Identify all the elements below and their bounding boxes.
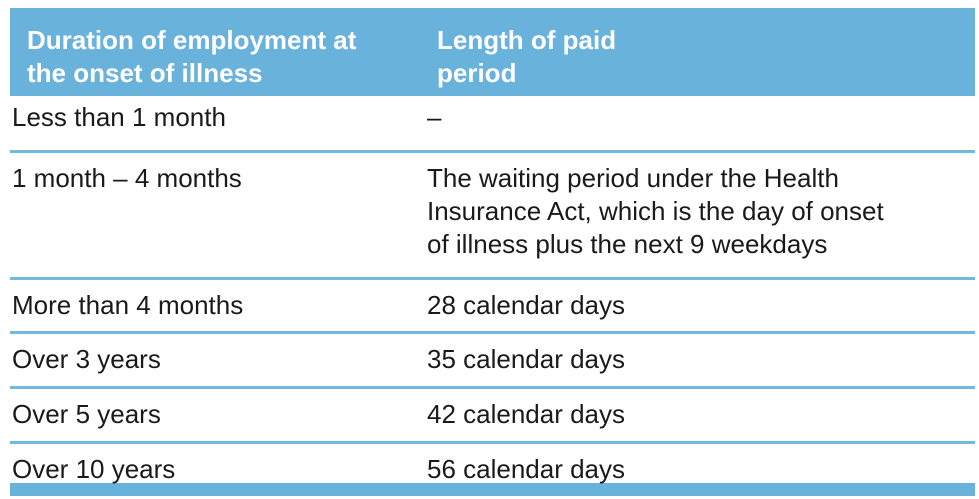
cell-paid-period: – [427,102,442,132]
cell-paid-period: 28 calendar days [427,290,626,320]
cell-paid-period: 42 calendar days [427,399,626,429]
table-row: Over 10 years 56 calendar days [10,444,975,484]
cell-duration: Over 3 years [12,344,161,374]
sick-pay-table: Duration of employment at the onset of i… [10,8,975,496]
header-duration-of-employment: Duration of employment at the onset of i… [27,25,357,88]
header-length-of-paid-period: Length of paid period [437,25,617,88]
cell-paid-period: 56 calendar days [427,454,626,484]
cell-duration: 1 month – 4 months [12,163,242,193]
table-row: Over 3 years 35 calendar days [10,334,975,389]
cell-duration: Over 10 years [12,454,176,484]
cell-paid-period: The waiting period under the Health Insu… [427,163,884,259]
table-row: Less than 1 month – [10,96,975,153]
table-row: More than 4 months 28 calendar days [10,280,975,334]
table-row: 1 month – 4 months The waiting period un… [10,153,975,280]
table-header-row: Duration of employment at the onset of i… [10,8,975,96]
cell-duration: Less than 1 month [12,102,226,132]
cell-paid-period: 35 calendar days [427,344,626,374]
cell-duration: Over 5 years [12,399,161,429]
cell-duration: More than 4 months [12,290,244,320]
table-row: Over 5 years 42 calendar days [10,389,975,444]
table-bottom-border [10,483,975,496]
